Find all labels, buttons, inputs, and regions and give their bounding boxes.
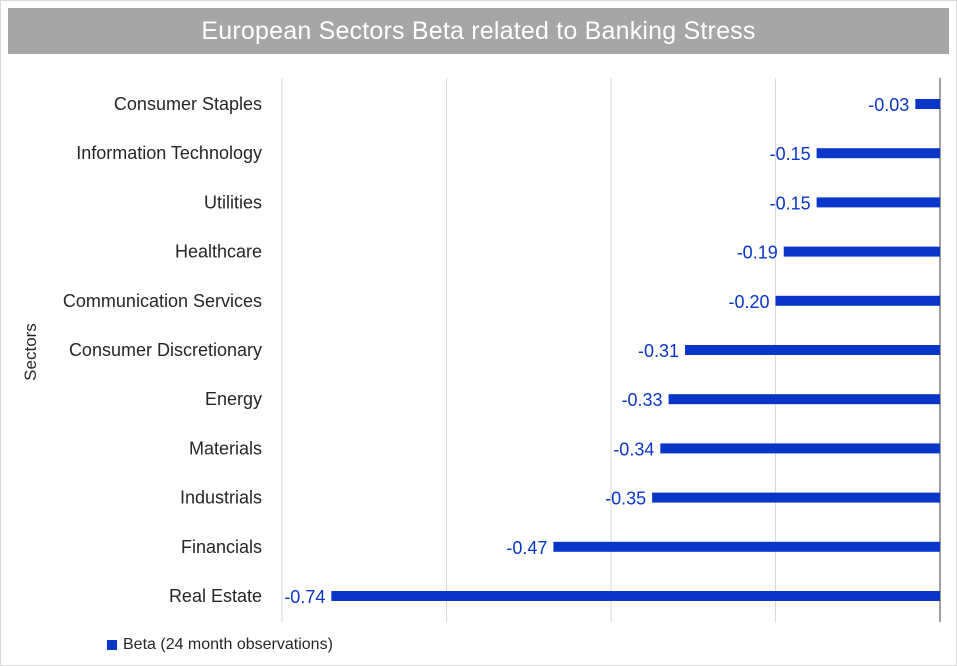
y-axis-title: Sectors	[21, 323, 40, 381]
data-label: -0.33	[622, 390, 663, 410]
bar	[668, 394, 940, 405]
data-label: -0.20	[728, 292, 769, 312]
category-label: Consumer Discretionary	[69, 340, 262, 360]
data-label: -0.34	[613, 439, 654, 459]
legend-label: Beta (24 month observations)	[123, 636, 333, 653]
data-label: -0.19	[737, 243, 778, 263]
data-label: -0.74	[284, 587, 325, 607]
bar	[915, 99, 940, 109]
data-label: -0.31	[638, 341, 679, 361]
category-label: Consumer Staples	[114, 94, 262, 114]
category-label: Energy	[205, 389, 262, 409]
category-label: Healthcare	[175, 242, 262, 262]
bar	[775, 295, 940, 306]
bar	[331, 591, 941, 601]
category-label: Real Estate	[169, 586, 262, 606]
legend: Beta (24 month observations)	[107, 636, 333, 654]
bar	[816, 197, 940, 208]
category-label: Communication Services	[63, 291, 262, 311]
data-label: -0.03	[868, 95, 909, 115]
bar	[816, 148, 940, 159]
data-label: -0.15	[770, 144, 811, 164]
data-label: -0.15	[770, 193, 811, 213]
bar	[652, 492, 940, 503]
legend-swatch	[107, 640, 117, 650]
category-label: Financials	[181, 537, 262, 557]
bar	[660, 443, 940, 454]
category-label: Materials	[189, 438, 262, 458]
bar	[553, 541, 940, 552]
chart-title: European Sectors Beta related to Banking…	[8, 8, 949, 54]
category-label: Utilities	[204, 192, 262, 212]
bar	[685, 345, 940, 355]
bar	[783, 246, 940, 257]
category-label: Industrials	[180, 488, 262, 508]
category-label: Information Technology	[76, 143, 262, 163]
data-label: -0.35	[605, 489, 646, 509]
data-label: -0.47	[506, 538, 547, 558]
